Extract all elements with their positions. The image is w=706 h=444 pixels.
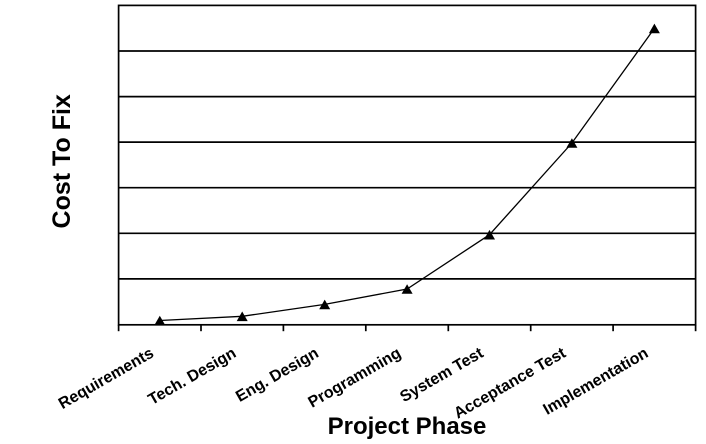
svg-text:Project Phase: Project Phase	[328, 413, 487, 440]
svg-text:Programming: Programming	[306, 345, 405, 412]
svg-text:Requirements: Requirements	[56, 345, 157, 413]
svg-text:Cost To Fix: Cost To Fix	[48, 94, 76, 228]
svg-text:Tech. Design: Tech. Design	[145, 345, 239, 409]
